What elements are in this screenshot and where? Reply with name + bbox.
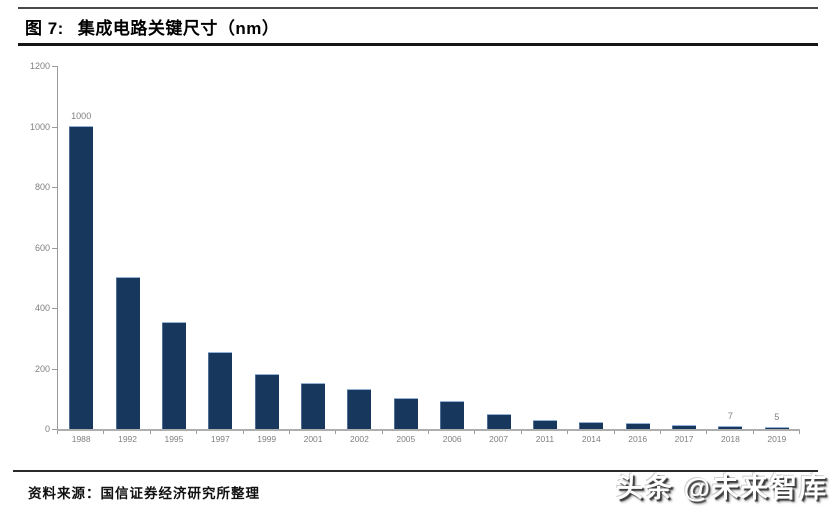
x-axis-tick-mark [428,431,429,434]
x-axis-tick-label: 2006 [442,434,462,444]
bar [440,400,465,429]
bar [486,414,511,429]
x-axis-tick-mark [706,431,708,434]
bar [532,419,557,429]
x-axis-tick-mark [196,431,198,434]
x-axis-tick-label: 1999 [257,434,277,444]
category-slot: 2005 [383,66,429,444]
x-axis-tick-label: 1995 [164,434,184,444]
y-axis-tick-label: 200 [34,363,50,374]
x-axis-tick-mark [613,431,615,434]
y-axis-tick-label: 600 [34,242,50,253]
x-axis-tick-mark [103,431,105,434]
x-axis-tick-mark [567,431,569,434]
category-slot: 7 2018 [707,66,753,444]
y-axis-tick-label: 1000 [29,121,50,132]
category-slot: 1992 [104,66,150,444]
bar [301,382,326,429]
x-axis-tick-label: 2016 [628,434,648,444]
category-slot: 1999 [244,66,290,444]
category-slot: 1995 [151,66,197,444]
x-axis-tick-label: 2007 [489,434,509,444]
x-axis-tick-mark [57,431,58,434]
bar [579,421,604,429]
x-axis-tick-label: 2005 [396,434,416,444]
source-note: 资料来源：国信证券经济研究所整理 [28,482,260,502]
y-axis-tick-label: 1200 [29,61,50,71]
source-text: 国信证券经济研究所整理 [100,486,260,501]
y-axis-tick-mark [52,187,57,188]
figure-title: 图 7: 集成电路关键尺寸（nm） [25,14,279,39]
bar [672,424,697,429]
x-axis-tick-label: 2014 [581,434,601,444]
y-axis-tick-label: 0 [44,424,50,434]
x-axis-tick-mark [242,431,244,434]
x-axis-tick-label: 2019 [767,434,787,444]
bar [393,397,418,429]
category-slot: 2002 [336,66,382,444]
category-slot: 2007 [475,66,521,444]
x-axis-tick-mark [474,431,476,434]
bar [161,322,186,429]
category-slot: 1997 [197,66,243,444]
bar [625,423,650,429]
y-axis-tick-mark [52,308,57,309]
category-slot: 2011 [522,66,568,444]
x-axis-tick-label: 2011 [535,434,555,444]
y-axis-tick-mark [52,429,57,430]
y-axis-tick-label: 400 [34,303,50,313]
category-slot: 2017 [661,66,707,444]
x-axis-tick-label: 1988 [71,434,91,444]
x-axis-tick-label: 2018 [720,434,740,444]
title-underline-rule [18,43,818,46]
source-label: 资料来源： [28,486,101,501]
category-slot: 2006 [429,66,475,444]
y-axis-tick-mark [52,126,57,128]
x-axis-tick-label: 2002 [349,434,369,444]
bar [347,388,372,429]
figure-title-text: 集成电路关键尺寸（nm） [77,19,280,38]
category-slot: 2001 [290,66,336,444]
bar [254,373,279,429]
x-axis-tick-mark [288,431,290,434]
x-axis-tick-mark [149,431,151,434]
category-slot: 5 2019 [754,66,800,444]
x-axis-tick-label: 1992 [118,434,138,444]
bar [718,425,743,429]
x-axis-tick-mark [520,431,522,434]
bar [115,276,140,429]
top-rule [18,7,818,9]
category-slot: 1000 1988 [58,66,104,444]
x-axis-tick-label: 2017 [674,434,694,444]
x-axis-tick-mark [335,431,337,434]
x-axis-tick-mark [799,431,800,434]
bar-value-label: 1000 [71,110,92,121]
y-axis-tick-label: 800 [34,182,50,192]
bar [69,125,94,429]
watermark-text: 头条 @未来智库 [616,473,828,503]
y-axis-tick-mark [52,247,57,249]
y-axis-tick-mark [52,66,57,67]
y-axis-tick-mark [52,368,57,370]
x-axis-tick-label: 2001 [303,434,323,444]
figure-number-label: 图 7: [25,19,64,38]
bar [208,352,233,429]
bar-value-label: 7 [727,410,733,421]
bar-value-label: 5 [774,411,780,422]
bar-chart-plot-area: 1000 1988 1992 1995 1997 1999 2001 2002 2005 2006… [57,66,800,444]
x-axis-tick-mark [659,431,661,434]
x-axis-tick-mark [752,431,754,434]
footer-rule [13,470,818,472]
category-slot: 2014 [568,66,614,444]
x-axis-tick-label: 1997 [210,434,230,444]
category-slot: 2016 [615,66,661,444]
x-axis-tick-mark [381,431,383,434]
bar [764,426,789,429]
